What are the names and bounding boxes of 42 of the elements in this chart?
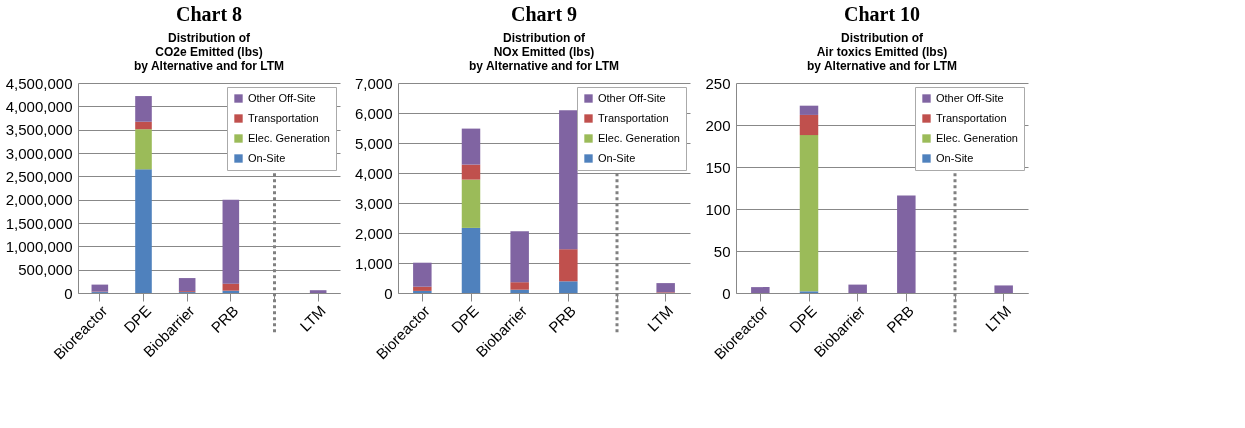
y-tick-label: 2,500,000 bbox=[5, 167, 73, 185]
legend-label: On-Site bbox=[248, 151, 286, 164]
y-tick-label: 3,000 bbox=[354, 194, 393, 212]
y-tick-label: 3,500,000 bbox=[5, 121, 73, 139]
y-tick-label: 5,000 bbox=[354, 134, 393, 152]
y-tick-label: 150 bbox=[705, 158, 731, 176]
y-tick-label: 1,000,000 bbox=[5, 237, 73, 255]
chart-subtitle: Distribution of CO2e Emitted (lbs) by Alternative and for LTM bbox=[133, 31, 285, 73]
y-tick-label: 6,000 bbox=[354, 104, 393, 122]
y-tick-label: 3,000,000 bbox=[5, 144, 73, 162]
y-tick-label: 250 bbox=[705, 74, 731, 92]
legend-label: Other Off-Site bbox=[598, 91, 666, 104]
y-tick-label: 4,500,000 bbox=[5, 74, 73, 92]
y-tick-label: 2,000 bbox=[354, 224, 393, 242]
legend-label: On-Site bbox=[936, 151, 974, 164]
legend-label: Elec. Generation bbox=[248, 131, 330, 144]
y-tick-label: 4,000 bbox=[354, 164, 393, 182]
y-tick-label: 7,000 bbox=[354, 74, 393, 92]
y-tick-label: 4,000,000 bbox=[5, 97, 73, 115]
y-tick-label: 0 bbox=[384, 284, 393, 302]
legend-label: Other Off-Site bbox=[936, 91, 1004, 104]
y-tick-label: 0 bbox=[722, 284, 731, 302]
chart-title: Chart 10 bbox=[843, 3, 921, 25]
legend-label: Transportation bbox=[936, 111, 1007, 124]
y-tick-label: 2,000,000 bbox=[5, 191, 73, 209]
y-tick-label: 50 bbox=[713, 242, 731, 260]
legend-label: On-Site bbox=[598, 151, 636, 164]
legend-label: Transportation bbox=[598, 111, 669, 124]
legend-label: Elec. Generation bbox=[598, 131, 680, 144]
legend-label: Other Off-Site bbox=[248, 91, 316, 104]
chart-title: Chart 8 bbox=[175, 3, 243, 25]
y-tick-label: 500,000 bbox=[18, 261, 73, 279]
y-tick-label: 200 bbox=[705, 116, 731, 134]
legend-label: Transportation bbox=[248, 111, 319, 124]
legend-label: Elec. Generation bbox=[936, 131, 1018, 144]
chart-subtitle: Distribution of Air toxics Emitted (lbs) by Alternative and for LTM bbox=[806, 31, 958, 73]
y-tick-label: 1,500,000 bbox=[5, 214, 73, 232]
y-tick-label: 0 bbox=[64, 284, 73, 302]
y-tick-label: 1,000 bbox=[354, 254, 393, 272]
y-tick-label: 100 bbox=[705, 200, 731, 218]
chart-title: Chart 9 bbox=[510, 3, 578, 25]
chart-subtitle: Distribution of NOx Emitted (lbs) by Alternative and for LTM bbox=[468, 31, 620, 73]
